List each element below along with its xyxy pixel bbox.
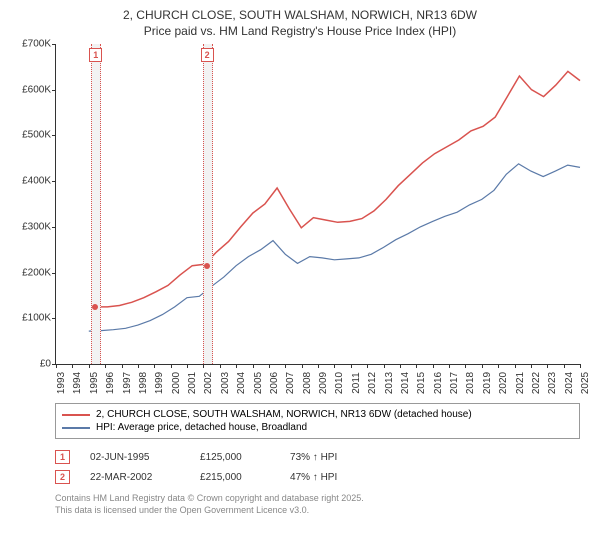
xtick-label: 2005 [253,372,264,394]
transaction-price: £125,000 [200,452,270,463]
ytick-label: £200K [11,267,51,278]
xtick-label: 1994 [72,372,83,394]
xtick-label: 1999 [154,372,165,394]
xtick-label: 1993 [56,372,67,394]
transaction-price: £215,000 [200,472,270,483]
series-hpi [89,164,580,331]
transaction-pct: 73% ↑ HPI [290,452,370,463]
xtick-label: 2003 [220,372,231,394]
footer-line-1: Contains HM Land Registry data © Crown c… [55,493,590,505]
series-property [95,71,580,307]
transaction-date: 22-MAR-2002 [90,472,180,483]
legend-item: HPI: Average price, detached house, Broa… [62,421,573,434]
legend-label: 2, CHURCH CLOSE, SOUTH WALSHAM, NORWICH,… [96,409,472,420]
ytick-label: £0 [11,359,51,370]
xtick-label: 2006 [269,372,280,394]
xtick-label: 2015 [416,372,427,394]
xtick-label: 2016 [433,372,444,394]
xtick-label: 2008 [302,372,313,394]
ytick-label: £100K [11,313,51,324]
xtick-label: 2021 [515,372,526,394]
legend-swatch [62,427,90,429]
xtick-label: 2020 [498,372,509,394]
xtick-label: 2010 [334,372,345,394]
xtick-label: 1998 [138,372,149,394]
xtick-label: 2014 [400,372,411,394]
ytick-label: £500K [11,130,51,141]
transaction-date: 02-JUN-1995 [90,452,180,463]
xtick-label: 2019 [482,372,493,394]
transaction-pct: 47% ↑ HPI [290,472,370,483]
legend-label: HPI: Average price, detached house, Broa… [96,422,307,433]
chart-marker-label: 1 [89,48,102,62]
xtick-label: 2024 [564,372,575,394]
ytick-label: £300K [11,221,51,232]
footer-line-2: This data is licensed under the Open Gov… [55,505,590,517]
xtick-label: 2002 [203,372,214,394]
xtick-label: 2017 [449,372,460,394]
xtick-label: 2007 [285,372,296,394]
footer-attribution: Contains HM Land Registry data © Crown c… [55,493,590,516]
xtick-label: 2025 [580,372,591,394]
xtick-label: 2013 [384,372,395,394]
xtick-label: 1997 [122,372,133,394]
ytick-label: £400K [11,176,51,187]
xtick-label: 1995 [89,372,100,394]
xtick-label: 2000 [171,372,182,394]
title-line-1: 2, CHURCH CLOSE, SOUTH WALSHAM, NORWICH,… [10,8,590,22]
xtick-label: 2001 [187,372,198,394]
transaction-table: 1 02-JUN-1995 £125,000 73% ↑ HPI 2 22-MAR-200… [55,447,590,487]
transaction-row: 1 02-JUN-1995 £125,000 73% ↑ HPI [55,447,590,467]
xtick-label: 2011 [351,372,362,394]
transaction-row: 2 22-MAR-2002 £215,000 47% ↑ HPI [55,467,590,487]
xtick-label: 2009 [318,372,329,394]
chart-lines [56,44,580,364]
ytick-label: £700K [11,39,51,50]
xtick-label: 2012 [367,372,378,394]
legend-swatch [62,414,90,416]
xtick-label: 2018 [465,372,476,394]
ytick-label: £600K [11,84,51,95]
price-chart: £0£100K£200K£300K£400K£500K£600K£700K199… [55,44,580,365]
xtick-label: 1996 [105,372,116,394]
xtick-label: 2023 [547,372,558,394]
legend-item: 2, CHURCH CLOSE, SOUTH WALSHAM, NORWICH,… [62,408,573,421]
transaction-num: 1 [55,450,70,464]
xtick-label: 2004 [236,372,247,394]
chart-marker-label: 2 [201,48,214,62]
legend: 2, CHURCH CLOSE, SOUTH WALSHAM, NORWICH,… [55,403,580,439]
title-line-2: Price paid vs. HM Land Registry's House … [10,24,590,38]
transaction-num: 2 [55,470,70,484]
xtick-label: 2022 [531,372,542,394]
